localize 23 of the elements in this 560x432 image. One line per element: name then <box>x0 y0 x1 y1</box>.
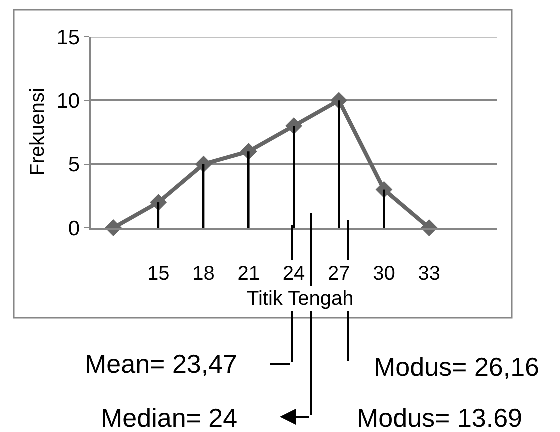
bar <box>247 152 250 228</box>
text: Modus= 26,16 <box>374 352 540 382</box>
bar <box>202 164 205 228</box>
y-axis-title: Frekuensi <box>27 88 49 176</box>
bar <box>293 126 295 228</box>
text: Median= 24 <box>101 403 238 432</box>
x-tick-label: 30 <box>373 262 396 285</box>
y-tick-label: 10 <box>56 90 80 114</box>
text: Modus= 13.69 <box>357 403 523 432</box>
bar <box>383 190 386 228</box>
x-tick-label: 15 <box>148 262 170 285</box>
bar <box>338 100 340 228</box>
x-tick-label: 27 <box>328 262 350 285</box>
x-tick-label: 18 <box>192 262 215 285</box>
text: Mean= 23,47 <box>85 349 238 379</box>
y-tick-label: 5 <box>68 154 80 177</box>
x-tick-label: 24 <box>282 262 306 285</box>
x-axis-title: Titik Tengah <box>247 288 354 310</box>
y-tick-label: 15 <box>56 26 80 50</box>
x-tick-label: 33 <box>418 262 440 285</box>
y-tick-label: 0 <box>68 217 80 240</box>
bar <box>157 202 160 228</box>
x-tick-label: 21 <box>238 262 260 285</box>
